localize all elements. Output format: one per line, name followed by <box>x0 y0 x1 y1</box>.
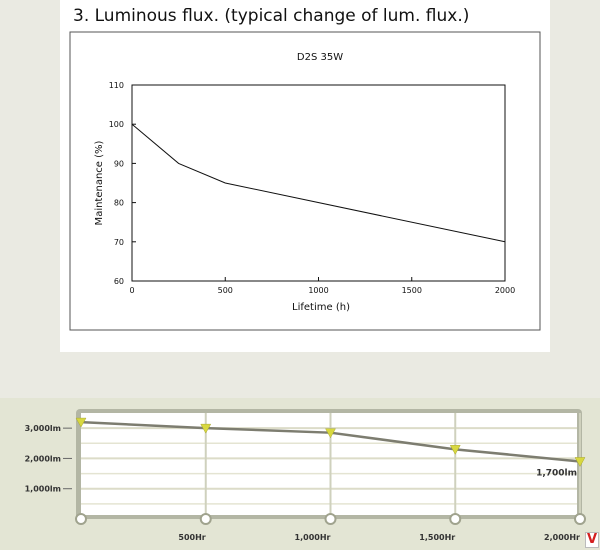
axis-node <box>75 513 87 525</box>
y-tick-label: 100 <box>109 120 124 129</box>
x-axis-label: Lifetime (h) <box>292 302 350 313</box>
lifetime-band: 1,000lm 2,000lm 3,000lm 500Hr 1,000Hr 1,500Hr… <box>0 398 600 550</box>
data-point-marker <box>574 457 586 467</box>
y-tick-label: 1,000lm <box>25 485 61 494</box>
end-value-label: 1,700lm <box>536 468 577 478</box>
data-point-marker <box>325 428 336 439</box>
chart-frame <box>69 31 541 331</box>
axis-node <box>199 513 212 525</box>
x-tick-label: 1000 <box>308 286 328 295</box>
x-tick-label: 500Hr <box>178 533 205 542</box>
y-tick-label: 90 <box>114 159 124 168</box>
axis-node <box>324 513 337 525</box>
chart-title: D2S 35W <box>297 52 343 63</box>
y-tick-label: 110 <box>109 81 124 90</box>
lumen-chart: 1,000lm 2,000lm 3,000lm 500Hr 1,000Hr 1,500Hr… <box>25 409 586 542</box>
maintenance-chart: D2S 35W Lifetime (h) Maintenance (%) 0 50… <box>69 31 541 331</box>
x-tick-label: 2000 <box>495 286 515 295</box>
x-tick-label: 0 <box>129 286 134 295</box>
x-tick-label: 1,500Hr <box>419 533 455 542</box>
x-tick-label: 2,000Hr <box>544 533 580 542</box>
x-tick-label: 1,000Hr <box>295 533 331 542</box>
y-tick-label: 70 <box>114 238 124 247</box>
y-tick-label: 3,000lm <box>25 424 61 433</box>
data-point-marker <box>200 423 212 434</box>
y-axis-label: Maintenance (%) <box>94 140 105 225</box>
y-tick-label: 80 <box>114 199 124 208</box>
x-tick-label: 1500 <box>402 286 422 295</box>
axis-node <box>574 513 586 525</box>
axis-node <box>449 513 462 525</box>
x-tick-label: 500 <box>218 286 233 295</box>
logo: V <box>585 532 599 548</box>
data-point-marker <box>449 445 461 455</box>
series-line <box>131 123 506 243</box>
data-point-marker <box>75 417 87 428</box>
y-tick-label: 60 <box>114 277 124 286</box>
section-heading: 3. Luminous flux. (typical change of lum… <box>73 6 470 26</box>
y-tick-label: 2,000lm <box>25 454 61 463</box>
